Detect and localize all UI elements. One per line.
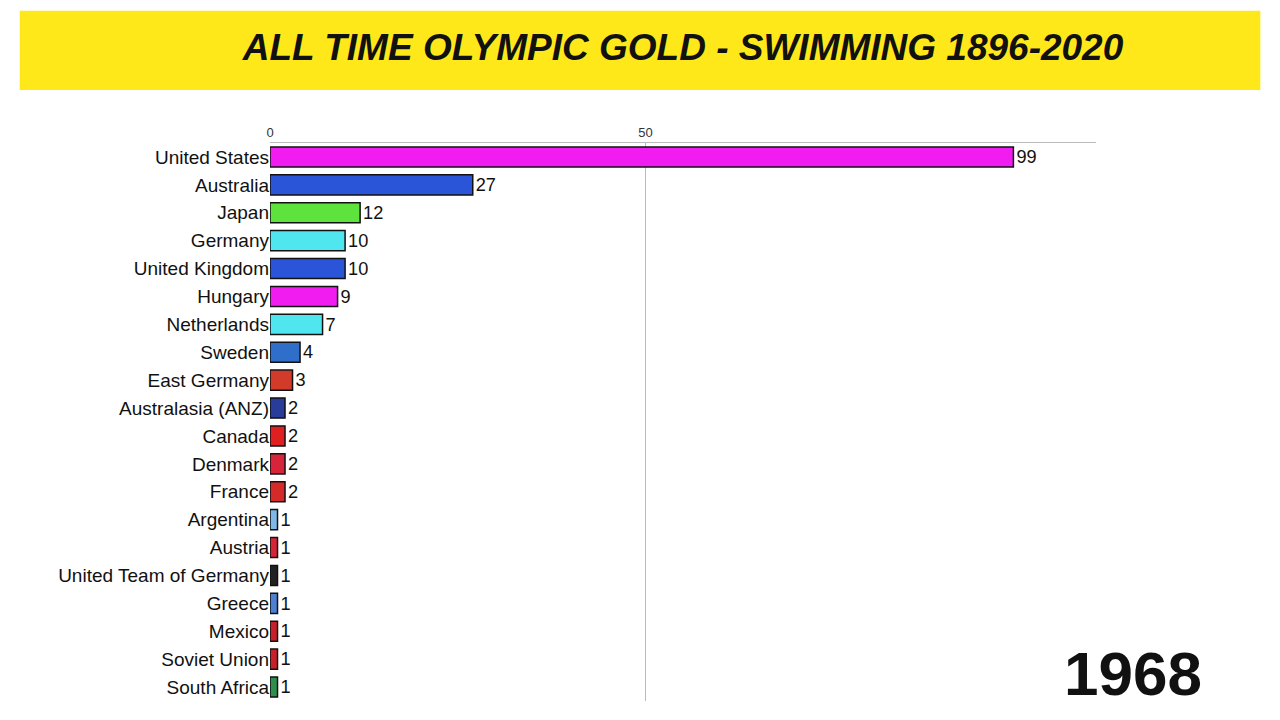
svg-text:France: France xyxy=(210,481,269,502)
svg-text:Australasia (ANZ): Australasia (ANZ) xyxy=(119,398,269,419)
svg-text:Soviet Union: Soviet Union xyxy=(161,649,269,670)
svg-text:99: 99 xyxy=(1016,147,1036,167)
svg-text:1: 1 xyxy=(281,510,291,530)
svg-text:United Team of Germany: United Team of Germany xyxy=(58,565,269,586)
svg-text:Mexico: Mexico xyxy=(209,621,269,642)
svg-text:1: 1 xyxy=(281,649,291,669)
svg-text:Hungary: Hungary xyxy=(197,286,269,307)
svg-text:1: 1 xyxy=(281,621,291,641)
svg-text:1: 1 xyxy=(281,566,291,586)
svg-text:9: 9 xyxy=(341,287,351,307)
svg-text:Netherlands: Netherlands xyxy=(167,314,269,335)
svg-text:2: 2 xyxy=(288,454,298,474)
svg-text:South Africa: South Africa xyxy=(167,677,270,698)
svg-text:United Kingdom: United Kingdom xyxy=(134,258,269,279)
svg-text:Austria: Austria xyxy=(210,537,270,558)
svg-text:4: 4 xyxy=(303,342,313,362)
svg-text:2: 2 xyxy=(288,426,298,446)
svg-text:27: 27 xyxy=(476,175,496,195)
svg-text:12: 12 xyxy=(363,203,383,223)
svg-text:Denmark: Denmark xyxy=(192,454,270,475)
svg-text:2: 2 xyxy=(288,482,298,502)
svg-text:East Germany: East Germany xyxy=(148,370,270,391)
svg-text:Canada: Canada xyxy=(202,426,269,447)
svg-text:10: 10 xyxy=(348,259,368,279)
svg-text:7: 7 xyxy=(326,315,336,335)
svg-text:50: 50 xyxy=(638,125,652,140)
svg-text:Australia: Australia xyxy=(195,175,269,196)
svg-text:Sweden: Sweden xyxy=(200,342,269,363)
svg-text:Argentina: Argentina xyxy=(188,509,270,530)
svg-text:Germany: Germany xyxy=(191,230,270,251)
svg-text:10: 10 xyxy=(348,231,368,251)
svg-text:United States: United States xyxy=(155,147,269,168)
svg-text:1968: 1968 xyxy=(1064,639,1202,708)
svg-text:1: 1 xyxy=(281,538,291,558)
svg-text:ALL TIME OLYMPIC GOLD - SWIMMI: ALL TIME OLYMPIC GOLD - SWIMMING 1896-20… xyxy=(242,27,1124,68)
svg-text:Japan: Japan xyxy=(217,202,269,223)
svg-text:0: 0 xyxy=(266,125,273,140)
svg-text:1: 1 xyxy=(281,594,291,614)
svg-text:2: 2 xyxy=(288,398,298,418)
svg-text:1: 1 xyxy=(281,677,291,697)
svg-text:3: 3 xyxy=(296,370,306,390)
svg-text:Greece: Greece xyxy=(207,593,269,614)
